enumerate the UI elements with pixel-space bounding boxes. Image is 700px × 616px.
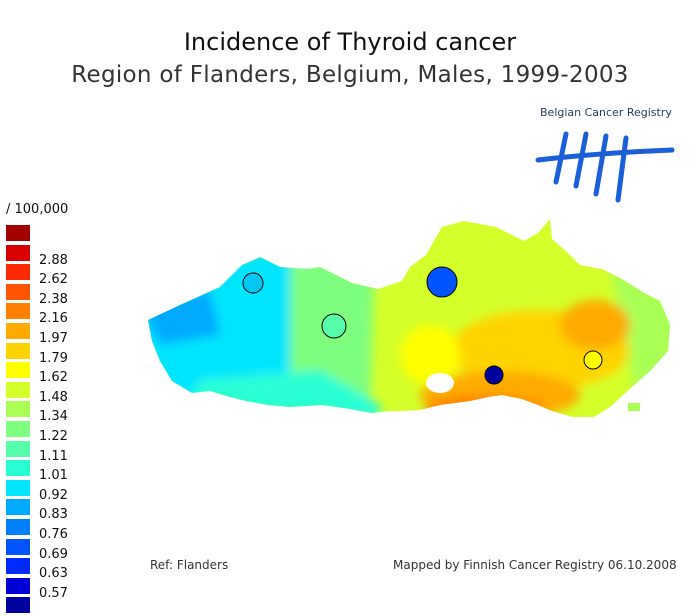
legend-swatch <box>6 577 30 594</box>
legend-swatch <box>6 440 30 457</box>
marker-south <box>484 365 504 385</box>
legend-label: 0.69 <box>39 546 68 562</box>
legend-swatch <box>6 460 30 477</box>
legend-swatch <box>6 479 30 496</box>
logo-text: Belgian Cancer Registry <box>540 106 672 119</box>
map-fragment <box>628 403 640 411</box>
legend-label: 1.34 <box>39 409 68 425</box>
legend-label: 2.16 <box>39 311 68 327</box>
legend-label: 0.76 <box>39 526 68 542</box>
reference-note: Ref: Flanders <box>150 558 229 572</box>
legend-swatch <box>6 499 30 516</box>
marker-central-west <box>321 313 347 339</box>
marker-north <box>426 266 458 298</box>
legend-swatch <box>6 401 30 418</box>
legend-swatch <box>6 538 30 555</box>
legend-label: 2.88 <box>39 252 68 268</box>
map-subtitle: Region of Flanders, Belgium, Males, 1999… <box>71 62 629 88</box>
marker-west <box>242 272 264 294</box>
legend-swatch <box>6 420 30 437</box>
registry-logo: Belgian Cancer Registry <box>520 100 682 212</box>
legend-label: 0.83 <box>39 507 68 523</box>
legend-label: 0.92 <box>39 487 68 503</box>
legend-swatch <box>6 381 30 398</box>
legend-label: 1.79 <box>39 350 68 366</box>
legend-swatch <box>6 283 30 300</box>
legend-swatch <box>6 342 30 359</box>
mapped-by-note: Mapped by Finnish Cancer Registry 06.10.… <box>393 558 677 572</box>
legend-swatch <box>6 518 30 535</box>
legend-swatch <box>6 264 30 281</box>
marker-east <box>583 350 603 370</box>
legend-swatch <box>6 322 30 339</box>
legend-swatch <box>6 225 30 241</box>
legend-label: 1.48 <box>39 389 68 405</box>
legend-label: 1.01 <box>39 468 68 484</box>
tally-marks-icon <box>535 131 675 203</box>
legend-swatch <box>6 558 30 575</box>
flanders-map <box>148 219 670 417</box>
map-title: Incidence of Thyroid cancer <box>183 28 517 56</box>
legend-label: 0.57 <box>39 585 68 601</box>
legend-label: 1.62 <box>39 370 68 386</box>
legend-label: 1.22 <box>39 428 68 444</box>
legend-label: 0.63 <box>39 566 68 582</box>
legend-label: 1.11 <box>39 448 68 464</box>
legend-label: 1.97 <box>39 330 68 346</box>
legend-swatch <box>6 244 30 261</box>
legend-swatch <box>6 303 30 320</box>
legend-label: 2.62 <box>39 272 68 288</box>
legend-swatch <box>6 362 30 379</box>
legend-unit: / 100,000 <box>6 202 69 217</box>
marker-layer <box>242 266 603 385</box>
legend-label: 2.38 <box>39 291 68 307</box>
incidence-surface <box>148 219 670 417</box>
